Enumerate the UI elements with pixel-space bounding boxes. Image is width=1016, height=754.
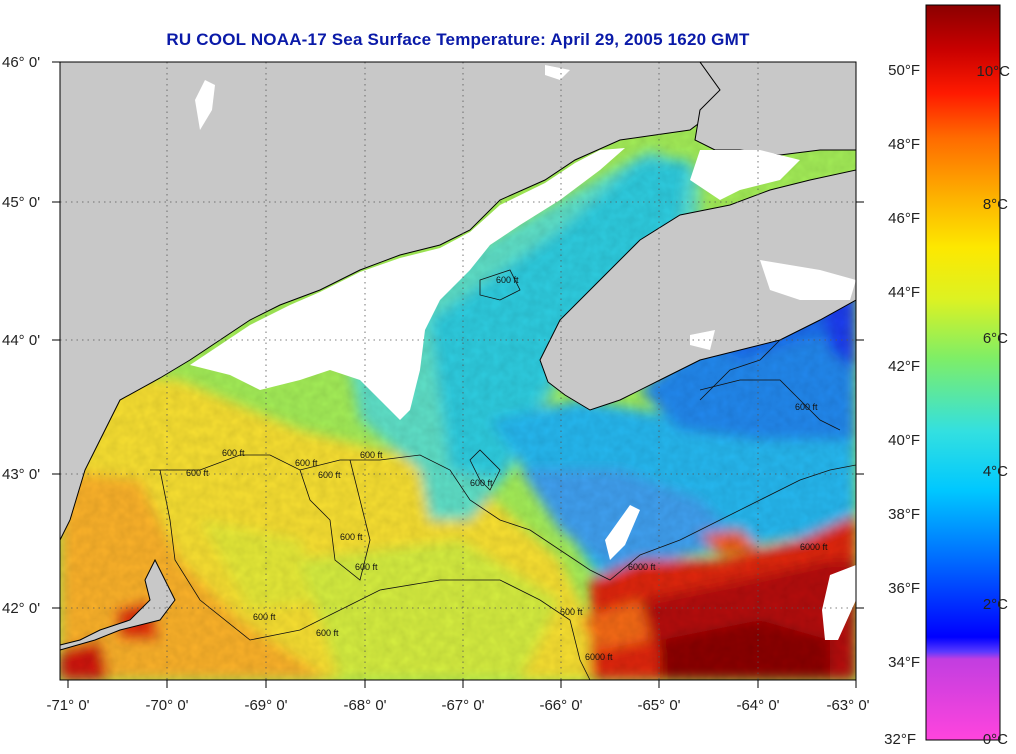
land-cape-cod	[60, 558, 176, 651]
land-new-england	[60, 62, 731, 541]
contour-label: 600 ft	[253, 612, 276, 622]
contour-label: 600 ft	[560, 607, 583, 617]
celsius-label: 6°C	[983, 330, 1008, 347]
fahrenheit-label: 44°F	[888, 284, 920, 301]
map-panel: 600 ft 600 ft 600 ft 600 ft 600 ft 600 f…	[60, 62, 856, 680]
tick-marks	[52, 61, 864, 688]
lon-label: -64° 0'	[736, 697, 779, 714]
lat-label: 45° 0'	[2, 194, 40, 211]
fahrenheit-label: 42°F	[888, 358, 920, 375]
contour-label: 6000 ft	[628, 562, 656, 572]
colorbar: 50°F 48°F 46°F 44°F 42°F 40°F 38°F 36°F …	[884, 4, 1010, 748]
celsius-label: 0°C	[983, 731, 1008, 748]
lat-label: 43° 0'	[2, 466, 40, 483]
contour-label: 600 ft	[295, 458, 318, 468]
lat-label: 46° 0'	[2, 54, 40, 71]
contour-label: 600 ft	[795, 402, 818, 412]
lat-label: 42° 0'	[2, 600, 40, 617]
celsius-label: 10°C	[976, 63, 1010, 80]
graticule	[60, 62, 856, 680]
colorbar-celsius-labels: 10°C 8°C 6°C 4°C 2°C 0°C	[976, 63, 1010, 748]
lon-label: -65° 0'	[637, 697, 680, 714]
celsius-label: 8°C	[983, 196, 1008, 213]
cloud-mask	[190, 65, 856, 640]
bathymetry-contours	[150, 269, 856, 680]
contour-label: 600 ft	[340, 532, 363, 542]
lon-label: -63° 0'	[826, 697, 869, 714]
lon-label: -67° 0'	[441, 697, 484, 714]
fahrenheit-label: 48°F	[888, 136, 920, 153]
lon-label: -70° 0'	[145, 697, 188, 714]
contour-label: 600 ft	[222, 448, 245, 458]
fahrenheit-label: 38°F	[888, 506, 920, 523]
land-ns-north	[694, 62, 856, 156]
contour-label: 600 ft	[496, 275, 519, 285]
colorbar-fahrenheit-labels: 50°F 48°F 46°F 44°F 42°F 40°F 38°F 36°F …	[884, 62, 920, 748]
longitude-labels: -71° 0' -70° 0' -69° 0' -68° 0' -67° 0' …	[46, 697, 869, 714]
lon-label: -68° 0'	[343, 697, 386, 714]
fahrenheit-label: 32°F	[884, 731, 916, 748]
fahrenheit-label: 46°F	[888, 210, 920, 227]
fahrenheit-label: 40°F	[888, 432, 920, 449]
contour-label: 6000 ft	[585, 652, 613, 662]
lon-label: -71° 0'	[46, 697, 89, 714]
lon-label: -69° 0'	[244, 697, 287, 714]
map-title: RU COOL NOAA-17 Sea Surface Temperature:…	[166, 30, 750, 49]
land-nova-scotia	[539, 169, 856, 411]
contour-label: 600 ft	[318, 470, 341, 480]
latitude-labels: 46° 0' 45° 0' 44° 0' 43° 0' 42° 0'	[2, 54, 40, 617]
lat-label: 44° 0'	[2, 332, 40, 349]
celsius-label: 4°C	[983, 463, 1008, 480]
contour-labels: 600 ft 600 ft 600 ft 600 ft 600 ft 600 f…	[186, 275, 828, 662]
fahrenheit-label: 34°F	[888, 654, 920, 671]
lon-label: -66° 0'	[539, 697, 582, 714]
contour-label: 600 ft	[316, 628, 339, 638]
fahrenheit-label: 50°F	[888, 62, 920, 79]
contour-label: 600 ft	[470, 478, 493, 488]
contour-label: 600 ft	[360, 450, 383, 460]
contour-label: 600 ft	[186, 468, 209, 478]
celsius-label: 2°C	[983, 596, 1008, 613]
contour-label: 6000 ft	[800, 542, 828, 552]
map-frame	[59, 61, 857, 681]
colorbar-ramp	[925, 4, 1001, 741]
contour-label: 600 ft	[355, 562, 378, 572]
fahrenheit-label: 36°F	[888, 580, 920, 597]
